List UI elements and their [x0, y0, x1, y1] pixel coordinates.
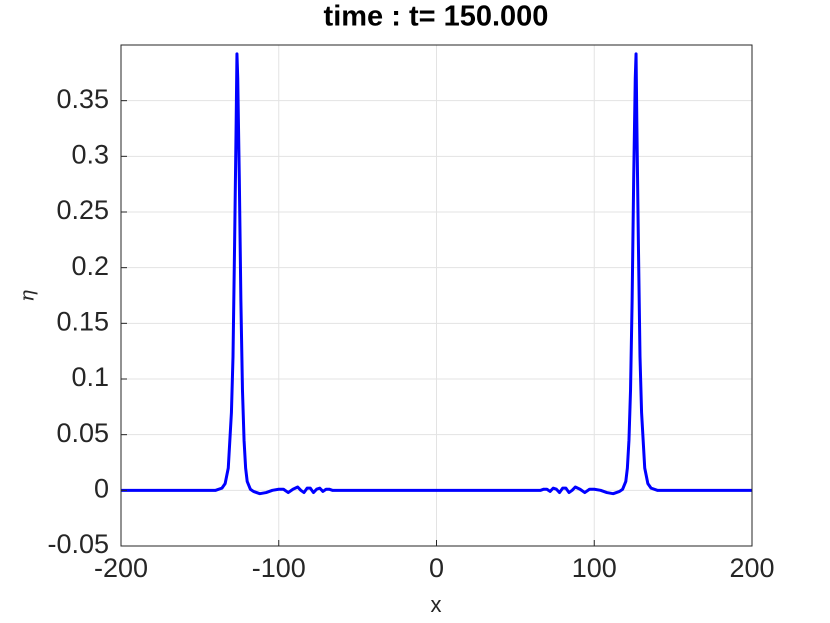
x-tick-label: -200	[94, 553, 148, 583]
y-tick-label: 0.15	[56, 306, 109, 336]
x-tick-label: 200	[729, 553, 774, 583]
y-tick-label: 0.35	[56, 84, 109, 114]
y-tick-label: -0.05	[47, 529, 109, 559]
y-axis-label: η	[15, 290, 39, 302]
y-tick-label: 0.3	[71, 139, 109, 169]
y-tick-label: 0.1	[71, 362, 109, 392]
y-tick-label: 0	[94, 473, 109, 503]
chart-title: time : t= 150.000	[324, 1, 549, 33]
y-tick-label: 0.25	[56, 195, 109, 225]
x-tick-label: 100	[572, 553, 617, 583]
y-tick-label: 0.2	[71, 251, 109, 281]
y-tick-label: 0.05	[56, 418, 109, 448]
x-axis-label: x	[431, 592, 442, 617]
x-tick-label: -100	[252, 553, 306, 583]
x-tick-label: 0	[429, 553, 444, 583]
data-line	[121, 52, 752, 496]
